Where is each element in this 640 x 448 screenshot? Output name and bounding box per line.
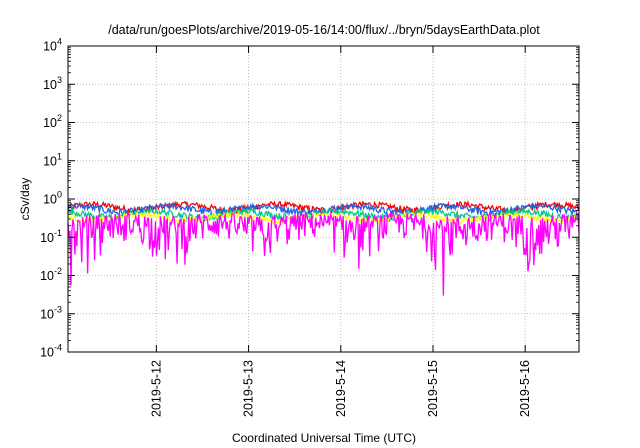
- grid-lines: [68, 46, 579, 352]
- x-axis-label: Coordinated Universal Time (UTC): [232, 431, 416, 445]
- series-line-3: [67, 206, 580, 224]
- y-tick-label: 102: [43, 113, 62, 130]
- series-group: [67, 199, 580, 296]
- y-tick-label: 10-4: [40, 343, 62, 360]
- y-tick-label: 103: [43, 75, 62, 92]
- x-tick-label: 2019-5-15: [426, 360, 440, 417]
- y-tick-label: 10-3: [40, 304, 62, 321]
- x-axis: 2019-5-12 2019-5-13 2019-5-14 2019-5-15 2019…: [149, 46, 532, 417]
- x-tick-label: 2019-5-14: [334, 360, 348, 417]
- y-axis-label: cSv/day: [18, 178, 32, 221]
- y-tick-label: 10-1: [40, 228, 62, 245]
- x-tick-label: 2019-5-13: [242, 360, 256, 417]
- y-tick-label: 104: [43, 37, 62, 54]
- x-tick-label: 2019-5-12: [149, 360, 163, 417]
- y-tick-label: 10-2: [40, 266, 62, 283]
- x-tick-label: 2019-5-16: [518, 360, 532, 417]
- y-tick-label: 101: [43, 151, 62, 168]
- series-line-5: [67, 211, 580, 296]
- chart-title: /data/run/goesPlots/archive/2019-05-16/1…: [108, 23, 540, 37]
- y-tick-label: 100: [43, 190, 62, 207]
- y-axis: 10-4 10-3 10-2 10-1 100 101 102 103 104: [40, 37, 579, 360]
